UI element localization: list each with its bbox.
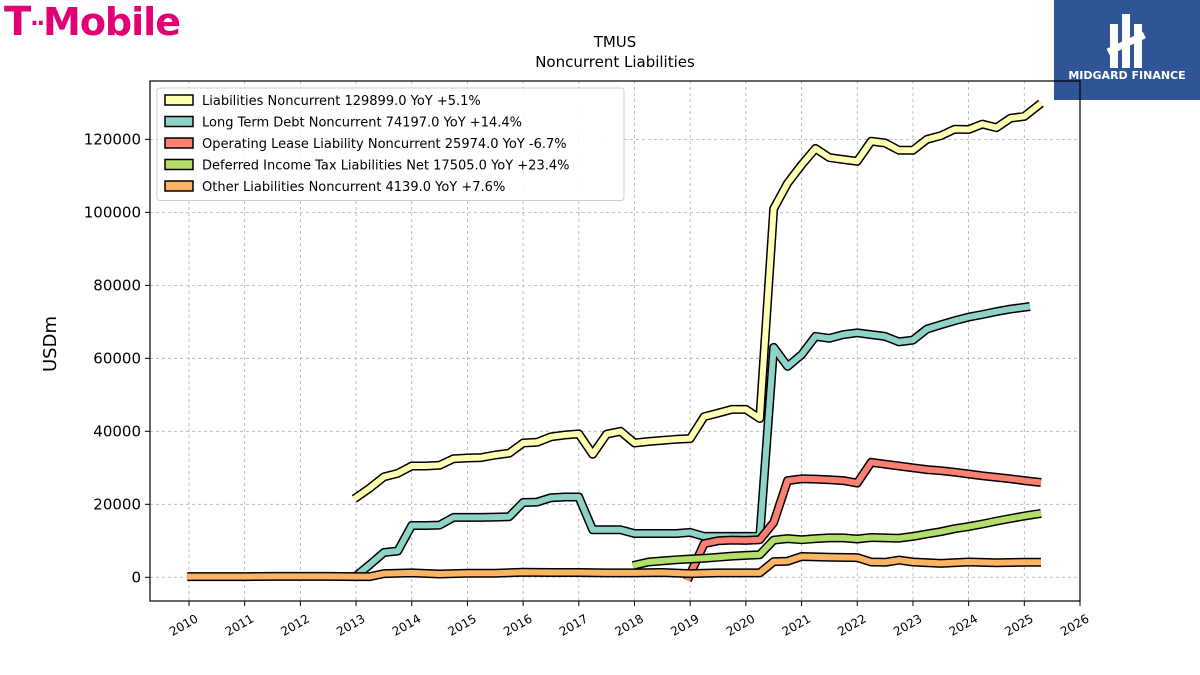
y-tick-label: 20000	[93, 495, 141, 513]
legend-label-1: Long Term Debt Noncurrent 74197.0 YoY +1…	[202, 116, 522, 131]
legend-label-0: Liabilities Noncurrent 129899.0 YoY +5.1…	[202, 94, 481, 109]
y-tick-label: 0	[131, 568, 141, 586]
x-tick-label: 2024	[947, 611, 980, 638]
y-axis-label: USDm	[40, 316, 61, 372]
legend-box	[156, 87, 625, 201]
chart-subtitle: Noncurrent Liabilities	[535, 53, 695, 71]
legend-label-4: Other Liabilities Noncurrent 4139.0 YoY …	[202, 180, 505, 195]
y-tick-label: 80000	[93, 276, 141, 294]
legend-swatch-0	[164, 94, 194, 106]
series-line-0	[352, 100, 1043, 502]
legend-swatch-2	[164, 137, 194, 149]
y-tick-label: 100000	[84, 203, 141, 221]
chart-title: TMUS	[593, 33, 637, 51]
x-tick-label: 2026	[1058, 611, 1091, 638]
x-tick-label: 2015	[445, 611, 478, 638]
y-tick-label: 40000	[93, 422, 141, 440]
series-line-2	[684, 459, 1042, 582]
y-tick-label: 60000	[93, 349, 141, 367]
x-tick-label: 2020	[724, 611, 757, 638]
x-tick-label: 2023	[891, 611, 924, 638]
midgard-emblem-icon	[1106, 14, 1146, 68]
plot-frame	[149, 80, 1081, 602]
x-tick-label: 2022	[835, 611, 868, 638]
x-tick-label: 2014	[390, 611, 423, 638]
legend-label-2: Operating Lease Liability Noncurrent 259…	[202, 137, 567, 152]
series-line-1	[352, 303, 1031, 580]
x-tick-label: 2010	[167, 611, 200, 638]
legend-swatch-1	[164, 115, 194, 128]
y-tick-label: 120000	[84, 130, 141, 148]
legend-swatch-3	[164, 158, 194, 171]
x-tick-label: 2025	[1002, 611, 1035, 638]
series-lines	[187, 99, 1044, 583]
x-tick-label: 2013	[334, 611, 367, 638]
x-tick-label: 2017	[557, 611, 590, 638]
midgard-finance-logo: MIDGARD FINANCE	[1054, 0, 1200, 100]
x-tick-label: 2012	[278, 611, 311, 638]
series-line-3	[632, 510, 1042, 569]
x-tick-label: 2018	[613, 611, 646, 638]
series-line-4	[187, 553, 1042, 580]
watermark-label: MIDGARD FINANCE	[1068, 69, 1186, 82]
legend-label-3: Deferred Income Tax Liabilities Net 1750…	[202, 159, 570, 174]
legend: Liabilities Noncurrent 129899.0 YoY +5.1…	[156, 87, 625, 201]
x-tick-label: 2011	[223, 611, 256, 638]
x-tick-label: 2019	[668, 611, 701, 638]
legend-swatch-4	[164, 180, 194, 192]
x-tick-label: 2021	[780, 611, 813, 638]
tmobile-logo: T··Mobile	[4, 0, 181, 45]
x-tick-label: 2016	[501, 611, 534, 638]
